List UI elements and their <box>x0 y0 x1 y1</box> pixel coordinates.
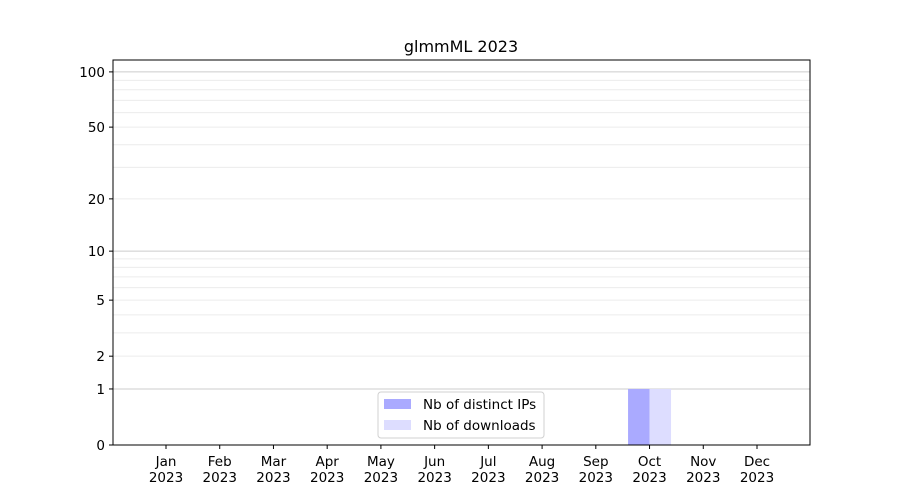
y-tick-label: 50 <box>88 120 105 136</box>
x-tick-label: 2023 <box>203 470 237 486</box>
y-tick-label: 2 <box>96 349 105 365</box>
x-tick-label: 2023 <box>579 470 613 486</box>
x-tick-label: Aug <box>529 454 555 470</box>
x-tick-label: 2023 <box>525 470 559 486</box>
legend-swatch-ips <box>384 399 411 409</box>
x-tick-label: Nov <box>690 454 716 470</box>
x-tick-label: 2023 <box>740 470 774 486</box>
legend: Nb of distinct IPs Nb of downloads <box>377 391 545 439</box>
x-tick-label: 2023 <box>686 470 720 486</box>
x-tick-label: Dec <box>744 454 770 470</box>
legend-label-ips: Nb of distinct IPs <box>423 397 536 413</box>
y-tick-label: 5 <box>96 293 105 309</box>
x-tick-label: 2023 <box>364 470 398 486</box>
legend-swatch-downloads <box>384 420 411 430</box>
bar-distinct-ips <box>628 388 650 445</box>
chart-title: glmmML 2023 <box>404 37 518 56</box>
x-tick-label: Oct <box>638 454 661 470</box>
x-tick-label: Feb <box>208 454 232 470</box>
x-tick-label: 2023 <box>632 470 666 486</box>
bar-downloads <box>649 388 672 445</box>
x-tick-label: 2023 <box>149 470 183 486</box>
y-tick-label: 10 <box>88 244 105 260</box>
y-tick-label: 0 <box>96 438 105 454</box>
x-tick-label: 2023 <box>417 470 451 486</box>
x-tick-label: 2023 <box>471 470 505 486</box>
plot-frame <box>112 59 811 446</box>
x-tick-label: Apr <box>316 454 340 470</box>
y-tick-label: 1 <box>96 382 105 398</box>
y-tick-label: 100 <box>79 65 105 81</box>
legend-label-downloads: Nb of downloads <box>423 418 536 434</box>
x-tick-label: May <box>367 454 395 470</box>
x-tick-label: 2023 <box>310 470 344 486</box>
x-tick-label: Mar <box>261 454 287 470</box>
x-tick-label: Sep <box>583 454 608 470</box>
x-tick-label: Jun <box>423 454 445 470</box>
x-tick-label: Jan <box>155 454 177 470</box>
x-tick-label: 2023 <box>256 470 290 486</box>
y-tick-label: 20 <box>88 192 105 208</box>
x-tick-label: Jul <box>479 454 496 470</box>
